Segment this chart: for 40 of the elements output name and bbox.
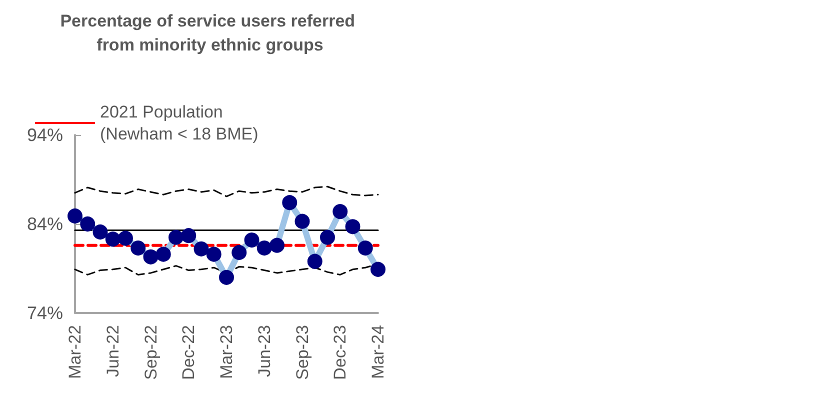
x-tick-label: Dec-22 [179, 325, 198, 380]
point [294, 214, 310, 229]
point [130, 240, 146, 256]
y-tick-label: 84% [26, 214, 63, 234]
y-tick-label: 94% [26, 125, 63, 145]
point [358, 240, 373, 256]
x-tick-label: Mar-22 [66, 325, 84, 379]
point [68, 208, 82, 224]
point [156, 246, 171, 262]
chart-title: Percentage of service users referred from minority ethnic groups [60, 12, 360, 54]
legend-label: 2021 Population (Newham < 18 BME) [100, 102, 258, 144]
point [118, 230, 133, 246]
x-tick-label: Mar-24 [368, 325, 388, 379]
point [219, 270, 234, 285]
point [345, 219, 360, 234]
point [143, 249, 158, 264]
point [256, 240, 272, 256]
x-tick-label: Sep-23 [292, 325, 312, 380]
point [244, 232, 260, 248]
point [194, 241, 209, 256]
y-tick-label: 74% [26, 303, 63, 323]
point [332, 204, 348, 220]
x-tick-label: Sep-22 [141, 325, 160, 380]
point [168, 230, 184, 245]
x-tick-label: Jun-22 [103, 325, 122, 377]
point [181, 228, 196, 244]
point [282, 195, 298, 210]
point [270, 238, 284, 253]
x-tick-label: Mar-23 [217, 325, 236, 379]
x-tick-label: Dec-23 [330, 325, 350, 380]
line-series [74, 186, 379, 198]
point [320, 230, 335, 245]
x-tick-label: Jun-23 [254, 325, 274, 377]
point [92, 224, 108, 240]
point [307, 254, 322, 269]
point [370, 262, 386, 277]
point [206, 246, 222, 262]
point [232, 244, 247, 260]
point [80, 216, 96, 232]
point [105, 232, 120, 247]
